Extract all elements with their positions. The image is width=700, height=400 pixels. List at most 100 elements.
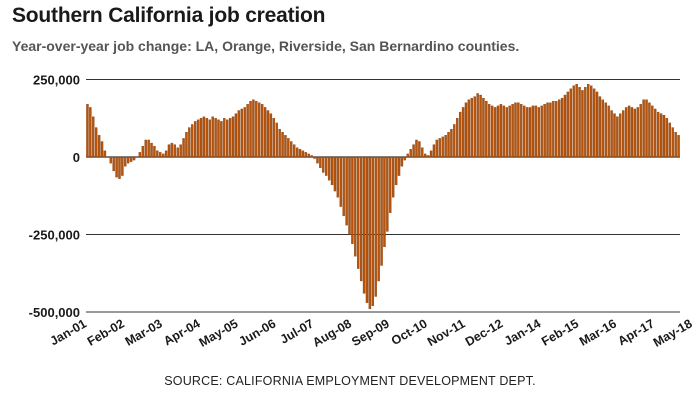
bar xyxy=(508,105,511,158)
bar xyxy=(595,91,599,158)
bar xyxy=(511,104,514,158)
bar xyxy=(161,153,165,158)
bar xyxy=(389,156,392,213)
bar xyxy=(339,156,342,207)
bar xyxy=(211,116,214,158)
bar xyxy=(473,96,476,158)
bar xyxy=(528,107,532,158)
bar xyxy=(674,132,677,158)
bar xyxy=(479,94,482,158)
bar xyxy=(435,139,439,158)
bar xyxy=(377,156,380,282)
bar xyxy=(627,105,631,158)
bar xyxy=(94,127,98,158)
bar xyxy=(313,156,316,159)
x-tick-label: Jun-06 xyxy=(236,316,278,348)
bar xyxy=(150,142,153,158)
bar xyxy=(467,99,471,158)
bar xyxy=(298,149,302,158)
bar xyxy=(362,156,366,294)
bar xyxy=(668,122,672,158)
bar xyxy=(633,108,637,158)
bar xyxy=(287,138,290,158)
bar xyxy=(92,116,95,158)
bar xyxy=(453,124,456,158)
bar xyxy=(552,101,555,158)
bar xyxy=(598,96,602,158)
bar xyxy=(438,138,441,158)
bar xyxy=(342,156,345,217)
y-tick-label: -500,000 xyxy=(29,305,80,320)
x-tick-label: Jan-14 xyxy=(502,316,543,348)
bar xyxy=(490,105,494,158)
bar xyxy=(464,102,468,158)
x-tick-label: Mar-03 xyxy=(123,316,165,348)
bar xyxy=(584,87,587,158)
bar xyxy=(144,139,147,158)
bar xyxy=(115,156,118,178)
bar xyxy=(601,99,605,158)
bar xyxy=(502,105,506,158)
bar xyxy=(269,113,273,158)
bar xyxy=(263,107,267,158)
x-tick-label: Aug-08 xyxy=(310,316,354,349)
bar xyxy=(368,156,372,310)
bar xyxy=(560,97,564,158)
x-tick-label: Feb-02 xyxy=(85,316,127,348)
bar xyxy=(505,107,508,158)
bar xyxy=(496,105,500,158)
bar xyxy=(531,105,535,158)
bar xyxy=(295,147,299,158)
bar xyxy=(129,156,133,162)
bar xyxy=(86,104,89,158)
bar xyxy=(566,91,570,158)
bar xyxy=(525,107,529,158)
bar xyxy=(191,124,194,158)
chart-subtitle: Year-over-year job change: LA, Orange, R… xyxy=(12,38,520,54)
bar xyxy=(662,115,666,158)
bar xyxy=(432,144,436,158)
bar xyxy=(345,156,348,226)
bar xyxy=(153,145,156,158)
bar xyxy=(132,156,136,161)
bar xyxy=(546,102,549,158)
bar xyxy=(319,156,322,169)
bar xyxy=(275,122,278,158)
bar xyxy=(141,145,144,158)
bar xyxy=(581,90,584,158)
bar xyxy=(185,132,188,158)
bar xyxy=(424,153,427,158)
bar xyxy=(441,136,444,158)
bar xyxy=(278,128,281,158)
bar xyxy=(406,153,409,158)
bar xyxy=(223,118,226,158)
bar xyxy=(604,102,607,158)
gridlines xyxy=(86,79,680,313)
bar xyxy=(290,141,293,158)
bar xyxy=(199,118,203,158)
bar xyxy=(214,118,217,158)
bar xyxy=(135,156,139,158)
bar xyxy=(543,104,546,158)
bar xyxy=(103,150,107,158)
bar xyxy=(447,132,450,158)
bar xyxy=(284,135,287,158)
bar xyxy=(330,156,334,186)
x-tick-label: Apr-17 xyxy=(615,316,656,348)
bar xyxy=(639,104,642,158)
y-tick-label: -250,000 xyxy=(29,228,80,243)
bar xyxy=(403,156,407,161)
bar xyxy=(106,156,110,158)
bar xyxy=(292,144,296,158)
x-tick-label: Dec-12 xyxy=(463,316,506,349)
bar xyxy=(164,150,168,158)
bar xyxy=(412,144,415,158)
bar xyxy=(642,99,645,158)
bar xyxy=(677,135,680,158)
bar xyxy=(520,104,523,158)
x-tick-label: Sep-09 xyxy=(349,316,392,349)
bar xyxy=(231,116,235,158)
bar xyxy=(665,118,669,158)
bar xyxy=(578,87,581,158)
